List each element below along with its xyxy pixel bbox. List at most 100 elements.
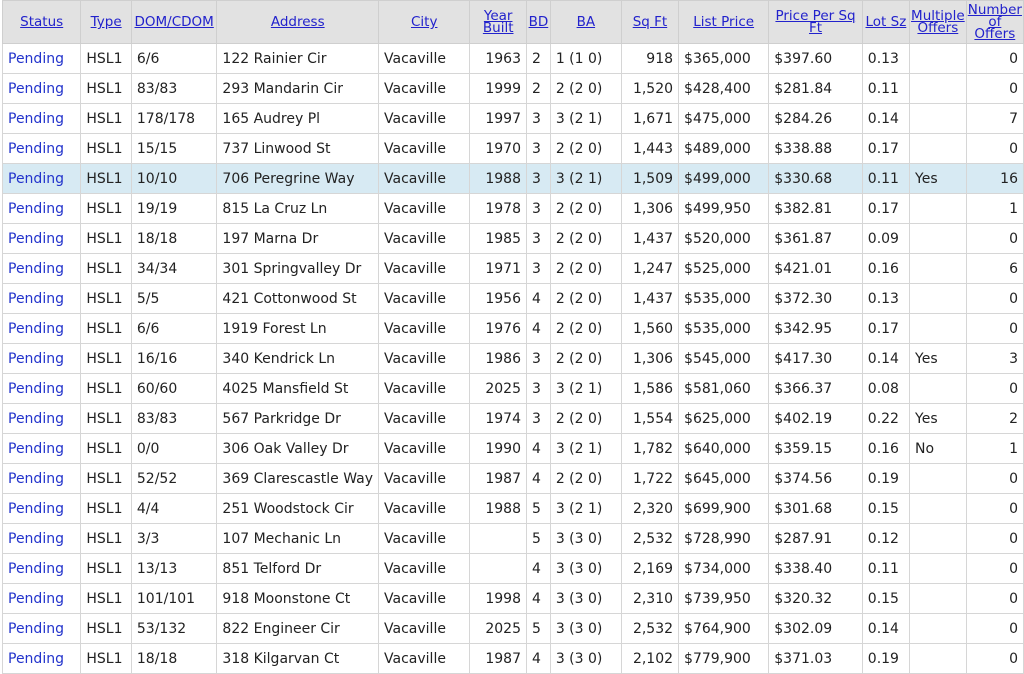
column-header-year-built: Year Built — [469, 0, 527, 44]
cell-number-of-offers: 0 — [965, 283, 1024, 314]
cell-list-price: $699,900 — [678, 493, 770, 524]
cell-list-price: $728,990 — [678, 523, 770, 554]
cell-price-per-sq-ft: $320.32 — [768, 583, 863, 614]
cell-dom-cdom: 18/18 — [130, 223, 218, 254]
sort-link-multiple-offers[interactable]: Multiple Offers — [911, 8, 965, 36]
cell-status[interactable]: Pending — [1, 583, 82, 614]
table-row[interactable]: Pending HSL1 18/18 197 Marna Dr Vacaville 198… — [1, 223, 1024, 254]
cell-status[interactable]: Pending — [1, 373, 82, 404]
cell-year-built: 1956 — [469, 283, 527, 314]
cell-price-per-sq-ft: $374.56 — [768, 463, 863, 494]
cell-city: Vacaville — [378, 223, 471, 254]
table-row[interactable]: Pending HSL1 13/13 851 Telford Dr Vacaville 4… — [1, 553, 1024, 584]
table-row[interactable]: Pending HSL1 101/101 918 Moonstone Ct Vacavi… — [1, 583, 1024, 614]
table-row[interactable]: Pending HSL1 178/178 165 Audrey Pl Vacaville… — [1, 103, 1024, 134]
cell-city: Vacaville — [378, 613, 471, 644]
table-row[interactable]: Pending HSL1 3/3 107 Mechanic Ln Vacaville 5 3… — [1, 523, 1024, 554]
sort-link-number-of-offers[interactable]: Number of Offers — [967, 2, 1022, 42]
cell-status[interactable]: Pending — [1, 553, 82, 584]
cell-price-per-sq-ft: $371.03 — [768, 643, 863, 674]
cell-multiple-offers — [909, 313, 967, 344]
cell-sq-ft: 1,554 — [620, 403, 680, 434]
sort-link-city[interactable]: City — [410, 14, 438, 30]
cell-status[interactable]: Pending — [1, 433, 82, 464]
table-row[interactable]: Pending HSL1 52/52 369 Clarescastle Way Vaca… — [1, 463, 1024, 494]
cell-status[interactable]: Pending — [1, 223, 82, 254]
table-row[interactable]: Pending HSL1 6/6 1919 Forest Ln Vacaville 197… — [1, 313, 1024, 344]
sort-link-address[interactable]: Address — [270, 14, 325, 30]
cell-type: HSL1 — [80, 163, 132, 194]
sort-link-ba[interactable]: BA — [576, 14, 596, 30]
cell-lot-sz: 0.14 — [861, 613, 911, 644]
table-row[interactable]: Pending HSL1 19/19 815 La Cruz Ln Vacaville 1… — [1, 193, 1024, 224]
cell-status[interactable]: Pending — [1, 463, 82, 494]
cell-address: 369 Clarescastle Way — [216, 463, 380, 494]
cell-status[interactable]: Pending — [1, 133, 82, 164]
sort-link-list-price[interactable]: List Price — [693, 14, 755, 30]
cell-number-of-offers: 1 — [965, 433, 1024, 464]
cell-lot-sz: 0.17 — [861, 313, 911, 344]
cell-lot-sz: 0.15 — [861, 493, 911, 524]
cell-status[interactable]: Pending — [1, 73, 82, 104]
table-row[interactable]: Pending HSL1 10/10 706 Peregrine Way Vacavil… — [1, 163, 1024, 194]
cell-address: 567 Parkridge Dr — [216, 403, 380, 434]
cell-sq-ft: 1,306 — [620, 343, 680, 374]
cell-sq-ft: 1,722 — [620, 463, 680, 494]
table-row[interactable]: Pending HSL1 53/132 822 Engineer Cir Vacavil… — [1, 613, 1024, 644]
cell-dom-cdom: 16/16 — [130, 343, 218, 374]
cell-list-price: $645,000 — [678, 463, 770, 494]
cell-ba: 3 (3 0) — [549, 583, 622, 614]
cell-bd: 3 — [525, 223, 551, 254]
cell-status[interactable]: Pending — [1, 253, 82, 284]
sort-link-price-per-sq-ft[interactable]: Price Per Sq Ft — [775, 8, 856, 36]
cell-bd: 3 — [525, 403, 551, 434]
cell-year-built: 1987 — [469, 463, 527, 494]
cell-number-of-offers: 0 — [965, 223, 1024, 254]
table-row[interactable]: Pending HSL1 34/34 301 Springvalley Dr Vacav… — [1, 253, 1024, 284]
table-row[interactable]: Pending HSL1 60/60 4025 Mansfield St Vacavil… — [1, 373, 1024, 404]
table-row[interactable]: Pending HSL1 18/18 318 Kilgarvan Ct Vacavill… — [1, 643, 1024, 674]
sort-link-lot-sz[interactable]: Lot Sz — [865, 14, 907, 30]
sort-link-bd[interactable]: BD — [528, 14, 549, 30]
cell-status[interactable]: Pending — [1, 493, 82, 524]
cell-status[interactable]: Pending — [1, 43, 82, 74]
sort-link-sq-ft[interactable]: Sq Ft — [632, 14, 668, 30]
cell-status[interactable]: Pending — [1, 613, 82, 644]
cell-status[interactable]: Pending — [1, 103, 82, 134]
cell-number-of-offers: 1 — [965, 193, 1024, 224]
cell-sq-ft: 1,437 — [620, 223, 680, 254]
table-row[interactable]: Pending HSL1 83/83 567 Parkridge Dr Vacavill… — [1, 403, 1024, 434]
sort-link-status[interactable]: Status — [20, 14, 64, 30]
cell-status[interactable]: Pending — [1, 643, 82, 674]
sort-link-year-built[interactable]: Year Built — [482, 8, 514, 36]
table-row[interactable]: Pending HSL1 4/4 251 Woodstock Cir Vacaville… — [1, 493, 1024, 524]
cell-status[interactable]: Pending — [1, 343, 82, 374]
cell-sq-ft: 2,102 — [620, 643, 680, 674]
cell-status[interactable]: Pending — [1, 193, 82, 224]
cell-list-price: $581,060 — [678, 373, 770, 404]
table-row[interactable]: Pending HSL1 16/16 340 Kendrick Ln Vacaville… — [1, 343, 1024, 374]
cell-list-price: $545,000 — [678, 343, 770, 374]
cell-status[interactable]: Pending — [1, 163, 82, 194]
cell-multiple-offers: Yes — [909, 343, 967, 374]
table-row[interactable]: Pending HSL1 15/15 737 Linwood St Vacaville 1… — [1, 133, 1024, 164]
cell-status[interactable]: Pending — [1, 313, 82, 344]
table-row[interactable]: Pending HSL1 6/6 122 Rainier Cir Vacaville 19… — [1, 43, 1024, 74]
cell-list-price: $428,400 — [678, 73, 770, 104]
cell-status[interactable]: Pending — [1, 283, 82, 314]
cell-list-price: $625,000 — [678, 403, 770, 434]
table-row[interactable]: Pending HSL1 83/83 293 Mandarin Cir Vacavill… — [1, 73, 1024, 104]
cell-year-built: 1963 — [469, 43, 527, 74]
cell-status[interactable]: Pending — [1, 523, 82, 554]
cell-price-per-sq-ft: $372.30 — [768, 283, 863, 314]
cell-multiple-offers — [909, 463, 967, 494]
sort-link-dom-cdom[interactable]: DOM/CDOM — [134, 14, 214, 30]
sort-link-type[interactable]: Type — [90, 14, 122, 30]
cell-multiple-offers — [909, 283, 967, 314]
table-row[interactable]: Pending HSL1 0/0 306 Oak Valley Dr Vacaville… — [1, 433, 1024, 464]
cell-bd: 5 — [525, 613, 551, 644]
cell-lot-sz: 0.13 — [861, 283, 911, 314]
table-row[interactable]: Pending HSL1 5/5 421 Cottonwood St Vacaville… — [1, 283, 1024, 314]
cell-price-per-sq-ft: $281.84 — [768, 73, 863, 104]
cell-status[interactable]: Pending — [1, 403, 82, 434]
